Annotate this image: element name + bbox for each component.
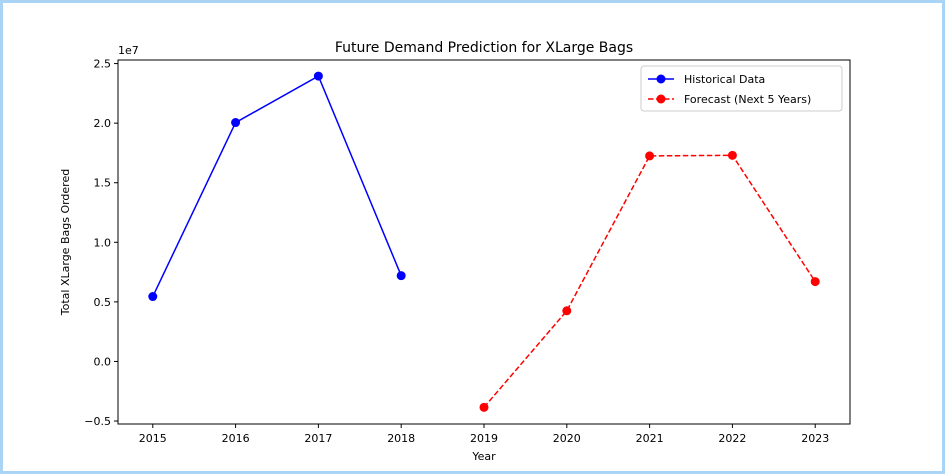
series-line-1: [483, 154, 816, 408]
chart-title: Future Demand Prediction for XLarge Bags: [335, 40, 633, 56]
x-tick-label: 2016: [222, 432, 250, 445]
x-tick-label: 2023: [801, 432, 829, 445]
y-tick-label: 1.5: [94, 177, 112, 190]
y-axis-label: Total XLarge Bags Ordered: [59, 169, 72, 316]
x-tick-label: 2019: [470, 432, 498, 445]
y-tick-label: 0.5: [94, 296, 112, 309]
data-point: [148, 292, 158, 302]
data-point: [810, 277, 820, 287]
data-point: [727, 150, 737, 160]
legend-label: Historical Data: [684, 73, 765, 86]
data-point: [231, 118, 241, 128]
x-tick-label: 2018: [387, 432, 415, 445]
x-axis-label: Year: [471, 450, 496, 463]
y-axis-offset-label: 1e7: [118, 44, 139, 57]
legend-marker: [656, 74, 666, 84]
data-point: [645, 151, 655, 161]
x-tick-label: 2022: [718, 432, 746, 445]
y-tick-label: 0.0: [94, 355, 112, 368]
series-line-0: [152, 75, 402, 297]
x-tick-label: 2015: [139, 432, 167, 445]
y-tick-label: −0.5: [84, 415, 111, 428]
data-point: [396, 271, 406, 281]
x-tick-label: 2020: [553, 432, 581, 445]
plot-area-frame: [117, 59, 851, 425]
axes: 2015 2016 2017 2018 2019 2020 2021 2022 2023 −0.5…: [84, 58, 851, 445]
series-layer: [148, 71, 820, 412]
legend-label: Forecast (Next 5 Years): [684, 93, 811, 106]
data-point: [313, 71, 323, 81]
data-point: [562, 306, 572, 316]
x-tick-label: 2017: [304, 432, 332, 445]
legend: Historical Data Forecast (Next 5 Years): [640, 65, 843, 112]
legend-box: [640, 65, 843, 112]
y-tick-label: 2.0: [94, 117, 112, 130]
legend-marker: [656, 94, 666, 104]
y-tick-label: 2.5: [94, 58, 112, 71]
data-point: [479, 402, 489, 412]
y-tick-label: 1.0: [94, 236, 112, 249]
x-tick-label: 2021: [636, 432, 664, 445]
